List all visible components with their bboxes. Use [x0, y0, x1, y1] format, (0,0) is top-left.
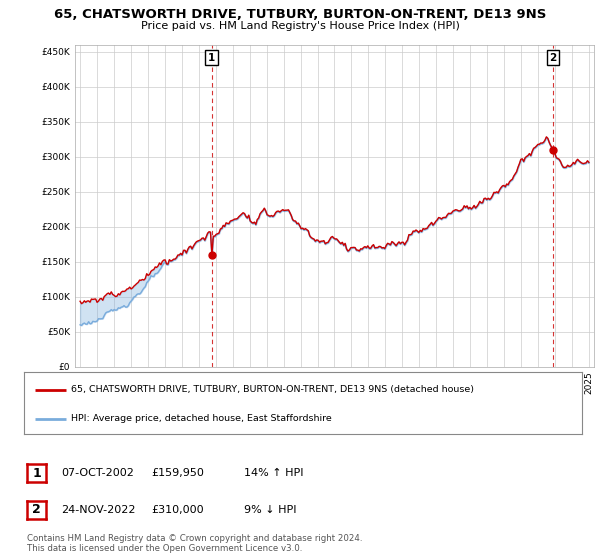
- Text: 65, CHATSWORTH DRIVE, TUTBURY, BURTON-ON-TRENT, DE13 9NS (detached house): 65, CHATSWORTH DRIVE, TUTBURY, BURTON-ON…: [71, 385, 475, 394]
- Text: 65, CHATSWORTH DRIVE, TUTBURY, BURTON-ON-TRENT, DE13 9NS: 65, CHATSWORTH DRIVE, TUTBURY, BURTON-ON…: [54, 8, 546, 21]
- Text: 2: 2: [549, 53, 556, 63]
- Text: 24-NOV-2022: 24-NOV-2022: [61, 505, 136, 515]
- Text: 07-OCT-2002: 07-OCT-2002: [61, 468, 134, 478]
- Text: Price paid vs. HM Land Registry's House Price Index (HPI): Price paid vs. HM Land Registry's House …: [140, 21, 460, 31]
- Text: 1: 1: [32, 466, 41, 480]
- Text: £310,000: £310,000: [151, 505, 204, 515]
- Text: £159,950: £159,950: [151, 468, 204, 478]
- Text: Contains HM Land Registry data © Crown copyright and database right 2024.
This d: Contains HM Land Registry data © Crown c…: [27, 534, 362, 553]
- Text: 14% ↑ HPI: 14% ↑ HPI: [244, 468, 304, 478]
- Text: 1: 1: [208, 53, 215, 63]
- Text: HPI: Average price, detached house, East Staffordshire: HPI: Average price, detached house, East…: [71, 414, 332, 423]
- Text: 2: 2: [32, 503, 41, 516]
- Text: 9% ↓ HPI: 9% ↓ HPI: [244, 505, 297, 515]
